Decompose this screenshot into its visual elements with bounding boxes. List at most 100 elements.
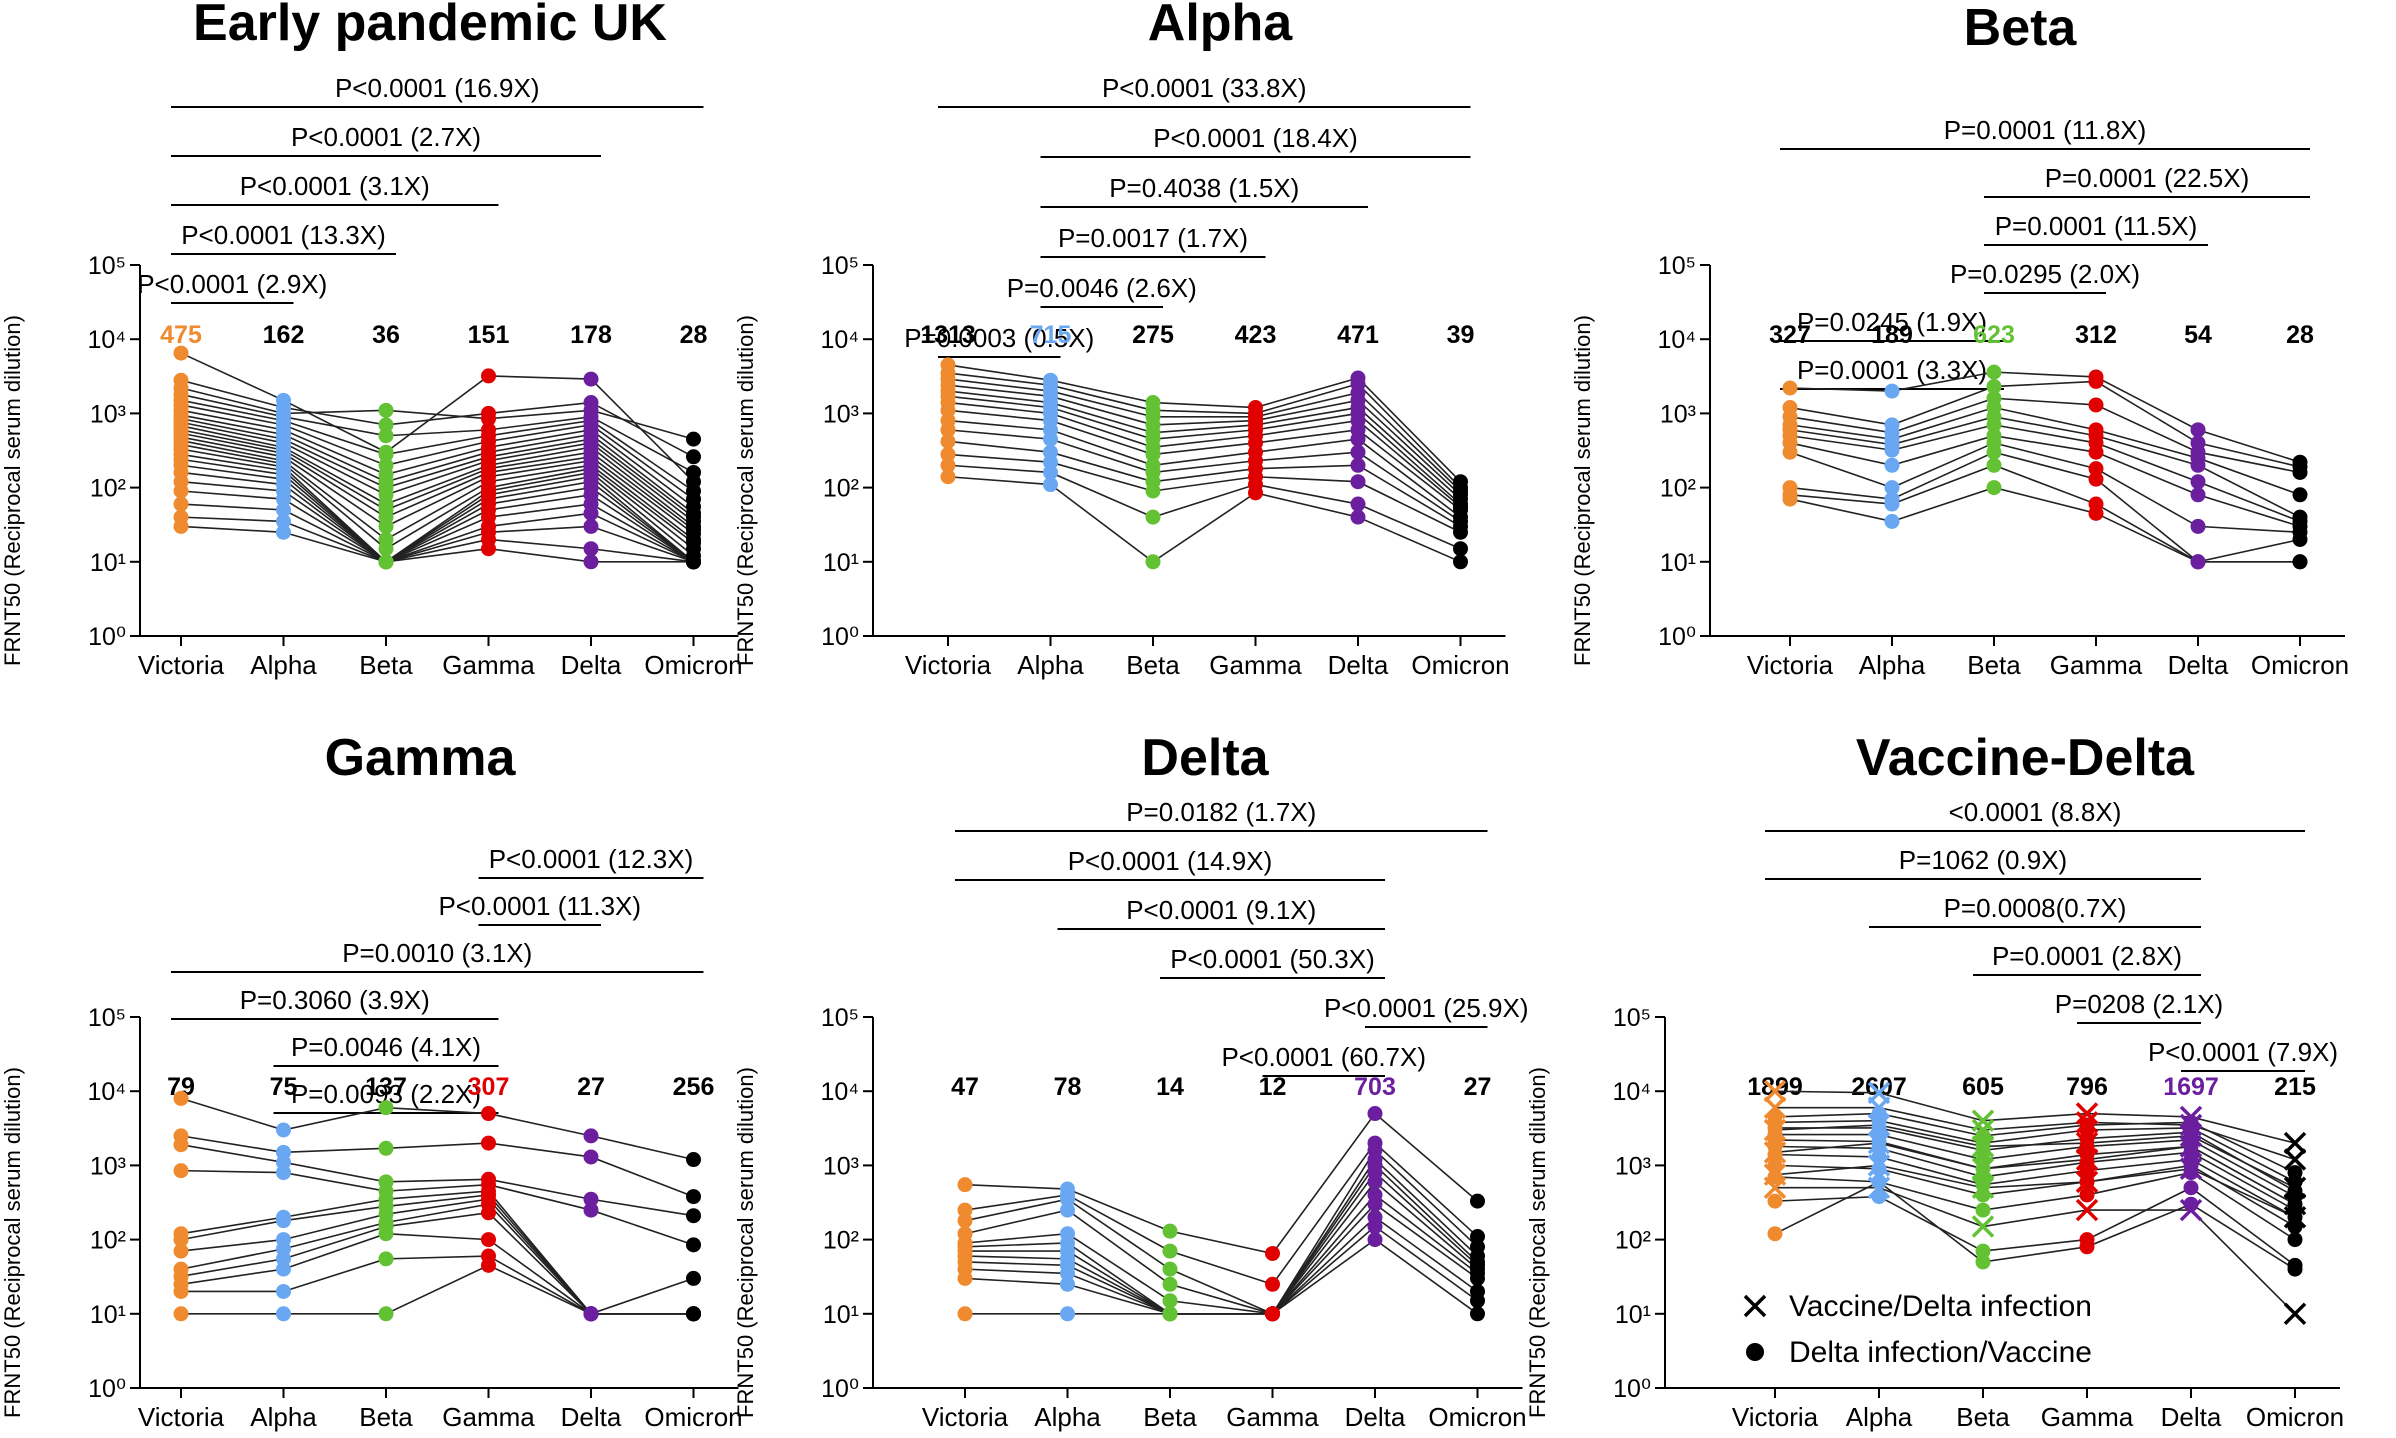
data-point-x bbox=[2075, 1102, 2099, 1125]
gmt-label: 27 bbox=[1464, 1073, 1492, 1101]
p-value-label: P=0.0001 (11.8X) bbox=[1944, 115, 2147, 145]
p-value-label: P=0.0001 (11.5X) bbox=[1995, 211, 2198, 241]
p-value-label: P<0.0001 (2.9X) bbox=[137, 269, 327, 299]
data-point bbox=[2183, 1180, 2199, 1196]
gmt-label: 605 bbox=[1962, 1073, 2004, 1101]
data-point bbox=[276, 1283, 291, 1299]
sample-line bbox=[1789, 424, 2301, 523]
data-point bbox=[1975, 1202, 1991, 1218]
p-value-label: P=0208 (2.1X) bbox=[2055, 989, 2223, 1019]
p-value-label: P<0.0001 (50.3X) bbox=[1170, 944, 1375, 974]
x-tick-label: Delta bbox=[561, 1402, 622, 1432]
data-point bbox=[686, 1152, 701, 1168]
data-point bbox=[481, 411, 496, 427]
x-tick-label: Gamma bbox=[2050, 650, 2143, 680]
p-value-label: P=0.0245 (1.9X) bbox=[1797, 307, 1987, 337]
sample-line bbox=[180, 393, 694, 474]
sample-line bbox=[1774, 1171, 2296, 1241]
data-point bbox=[276, 513, 291, 529]
data-point bbox=[1767, 1226, 1783, 1242]
sample-line bbox=[965, 1180, 1479, 1315]
data-point bbox=[2183, 1196, 2199, 1212]
sample-line bbox=[180, 1232, 694, 1315]
sample-line bbox=[1775, 1106, 2296, 1161]
data-point bbox=[2190, 554, 2206, 570]
data-point bbox=[1986, 444, 2002, 460]
sample-line bbox=[1789, 434, 2301, 528]
data-point bbox=[1871, 1161, 1887, 1177]
p-value-label: P<0.0001 (12.3X) bbox=[489, 844, 694, 874]
y-tick-label: 10³ bbox=[1615, 1152, 1651, 1180]
data-point bbox=[1884, 457, 1900, 473]
sample-line bbox=[947, 395, 1462, 505]
data-point bbox=[378, 554, 394, 570]
x-tick-label: Victoria bbox=[1732, 1402, 1819, 1432]
y-tick-label: 10¹ bbox=[1660, 549, 1696, 577]
sample-line bbox=[180, 1211, 694, 1315]
data-point bbox=[1884, 442, 1900, 458]
data-point bbox=[276, 502, 291, 518]
y-tick-label: 10⁵ bbox=[821, 252, 859, 280]
sample-line bbox=[964, 1164, 1479, 1315]
data-point bbox=[2287, 1261, 2303, 1277]
gmt-label: 1697 bbox=[2163, 1073, 2219, 1101]
data-point bbox=[940, 446, 956, 462]
sample-line bbox=[1774, 1186, 2296, 1266]
sample-line bbox=[180, 503, 694, 563]
data-point bbox=[686, 1306, 701, 1322]
y-tick-label: 10³ bbox=[1660, 400, 1696, 428]
data-point bbox=[173, 496, 189, 512]
data-point bbox=[1043, 464, 1058, 480]
data-point bbox=[2088, 505, 2104, 521]
sample-line bbox=[180, 1143, 694, 1217]
sample-line bbox=[180, 480, 694, 563]
y-tick-label: 10⁰ bbox=[88, 1375, 126, 1403]
data-point bbox=[940, 457, 956, 473]
y-tick-label: 10⁰ bbox=[821, 1375, 859, 1403]
sample-line bbox=[180, 448, 695, 563]
data-point bbox=[1986, 417, 2002, 433]
gmt-label: 54 bbox=[2184, 321, 2212, 349]
p-value-label: P=0.3060 (3.9X) bbox=[240, 985, 430, 1015]
data-point bbox=[2292, 487, 2308, 503]
data-point bbox=[583, 541, 599, 557]
sample-line bbox=[1789, 397, 2301, 474]
data-point bbox=[481, 368, 496, 384]
y-tick-label: 10⁴ bbox=[820, 326, 859, 354]
y-tick-label: 10⁵ bbox=[1658, 252, 1696, 280]
sample-line bbox=[1774, 1090, 2296, 1144]
x-tick-label: Delta bbox=[561, 650, 622, 680]
y-tick-label: 10² bbox=[1660, 475, 1696, 503]
y-tick-label: 10¹ bbox=[823, 1301, 859, 1329]
data-point bbox=[940, 422, 956, 438]
data-point bbox=[2079, 1174, 2095, 1190]
gmt-label: 1899 bbox=[1747, 1073, 1803, 1101]
data-point bbox=[1975, 1187, 1991, 1203]
gmt-label: 327 bbox=[1769, 321, 1811, 349]
p-value-label: P<0.0001 (25.9X) bbox=[1324, 993, 1529, 1023]
data-point bbox=[957, 1270, 973, 1286]
sample-line bbox=[964, 1141, 1479, 1286]
data-point bbox=[1265, 1245, 1280, 1261]
data-point bbox=[957, 1213, 973, 1229]
sample-line bbox=[180, 1135, 694, 1198]
x-tick-label: Delta bbox=[1345, 1402, 1406, 1432]
gmt-label: 475 bbox=[160, 321, 202, 349]
data-point bbox=[173, 1232, 189, 1248]
sample-line bbox=[1775, 1133, 2296, 1198]
sample-line bbox=[180, 417, 694, 518]
data-point bbox=[2292, 554, 2308, 570]
sample-line bbox=[1789, 442, 2301, 534]
data-point bbox=[378, 402, 394, 418]
sample-line bbox=[947, 419, 1461, 518]
data-point bbox=[583, 1202, 599, 1218]
data-point-x bbox=[1971, 1215, 1995, 1238]
data-point bbox=[173, 1163, 189, 1179]
y-tick-label: 10² bbox=[90, 1227, 126, 1255]
data-point bbox=[1350, 457, 1366, 473]
data-point bbox=[686, 431, 701, 447]
sample-line bbox=[947, 364, 1462, 483]
sample-line bbox=[1789, 451, 2301, 563]
data-point bbox=[2190, 474, 2206, 490]
data-point bbox=[2190, 518, 2206, 534]
